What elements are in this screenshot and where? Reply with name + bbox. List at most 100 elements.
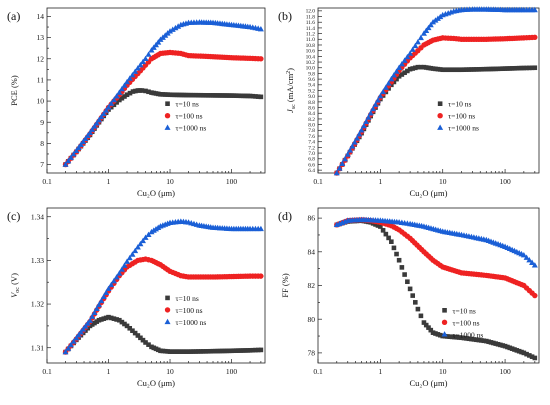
data-point [108,100,115,106]
data-point [132,68,139,74]
data-point [165,349,170,354]
x-tick-label: 10 [166,367,174,376]
data-point [86,129,93,136]
data-point [240,93,246,99]
legend: τ=10 ns τ=100 ns τ=1000 ns [164,294,206,327]
y-tick-label: 78 [308,349,316,358]
y-tick-label: 10.6 [306,49,316,55]
data-point [198,349,204,354]
y-tick-label: 10.8 [306,43,316,49]
y-tick-label: 8.0 [308,123,315,129]
y-tick-label: 1.32 [31,300,44,309]
data-point [367,110,374,116]
data-point [117,97,122,103]
y-tick-label: 11.8 [306,14,316,20]
data-point [80,138,87,144]
data-point [126,75,133,81]
data-point [502,343,508,349]
data-point [380,88,387,95]
data-point [82,323,89,329]
data-point [409,46,416,52]
y-tick-label: 7.6 [308,134,315,140]
data-point [363,118,370,124]
data-point [532,34,538,41]
y-tick-label: 7.4 [308,140,315,146]
panel-a: 0.1 1 10 100 7 8 9 10 11 12 13 14 (a) Cu₂O (μm) PCE (%… [7,7,266,198]
data-point [500,66,506,71]
data-point [349,143,356,149]
data-point [516,348,522,354]
data-point [418,313,424,319]
data-point [464,336,469,341]
data-point [459,67,464,73]
y-axis-label: PCE (%) [9,75,19,106]
legend-marker [441,331,448,337]
y-axis-label: FF (%) [280,273,290,297]
data-point [196,92,201,98]
data-point [105,104,112,110]
series-3 [62,218,264,355]
data-point [82,135,89,142]
legend-label: τ=10 ns [453,306,476,315]
data-point [405,279,410,285]
data-point [375,223,381,228]
data-point [70,151,77,157]
data-point [224,348,230,354]
data-point [158,348,163,354]
data-point [394,251,399,257]
data-point [358,127,365,133]
series-1 [63,314,264,355]
data-point [121,82,128,88]
data-point [231,93,237,98]
data-point [247,348,253,353]
data-point [116,89,123,95]
data-point [442,67,448,73]
data-point [495,341,501,347]
data-point [502,66,508,71]
data-point [398,60,405,67]
data-point [336,165,343,171]
data-point [134,244,141,250]
data-point [523,254,530,260]
data-point [396,257,402,263]
data-point [476,67,482,72]
data-point [226,93,232,98]
data-point [378,224,383,229]
data-point [117,317,122,323]
y-tick-label: 9.2 [308,88,315,94]
data-point [250,93,256,99]
legend: τ=10 ns τ=100 ns τ=1000 ns [441,306,483,339]
data-point [133,88,138,94]
panel-label: (b) [278,9,292,23]
data-point [176,92,182,98]
data-point [135,333,141,338]
data-point [103,107,110,113]
data-point [124,92,130,98]
data-point [430,66,436,71]
x-tick-label: 0.1 [42,367,52,376]
x-axis-label: Cu₂O (μm) [137,378,175,388]
data-point [162,348,168,354]
data-point [433,66,438,72]
data-point [374,97,381,103]
data-point [474,337,479,343]
data-point [162,92,168,97]
data-point [236,93,241,99]
y-tick-label: 11.6 [306,20,316,26]
data-point [217,348,223,354]
y-tick-label: 13 [37,33,45,42]
data-point [428,327,434,333]
data-point [129,71,136,78]
data-point [219,348,225,354]
data-point [121,262,128,268]
y-tick-label: 84 [308,247,316,256]
data-point [119,95,125,101]
data-point [67,341,74,348]
data-point [351,139,358,145]
data-point [372,101,379,107]
data-point [383,231,389,237]
data-point [124,258,131,264]
data-point [62,348,69,355]
data-point [80,326,87,332]
